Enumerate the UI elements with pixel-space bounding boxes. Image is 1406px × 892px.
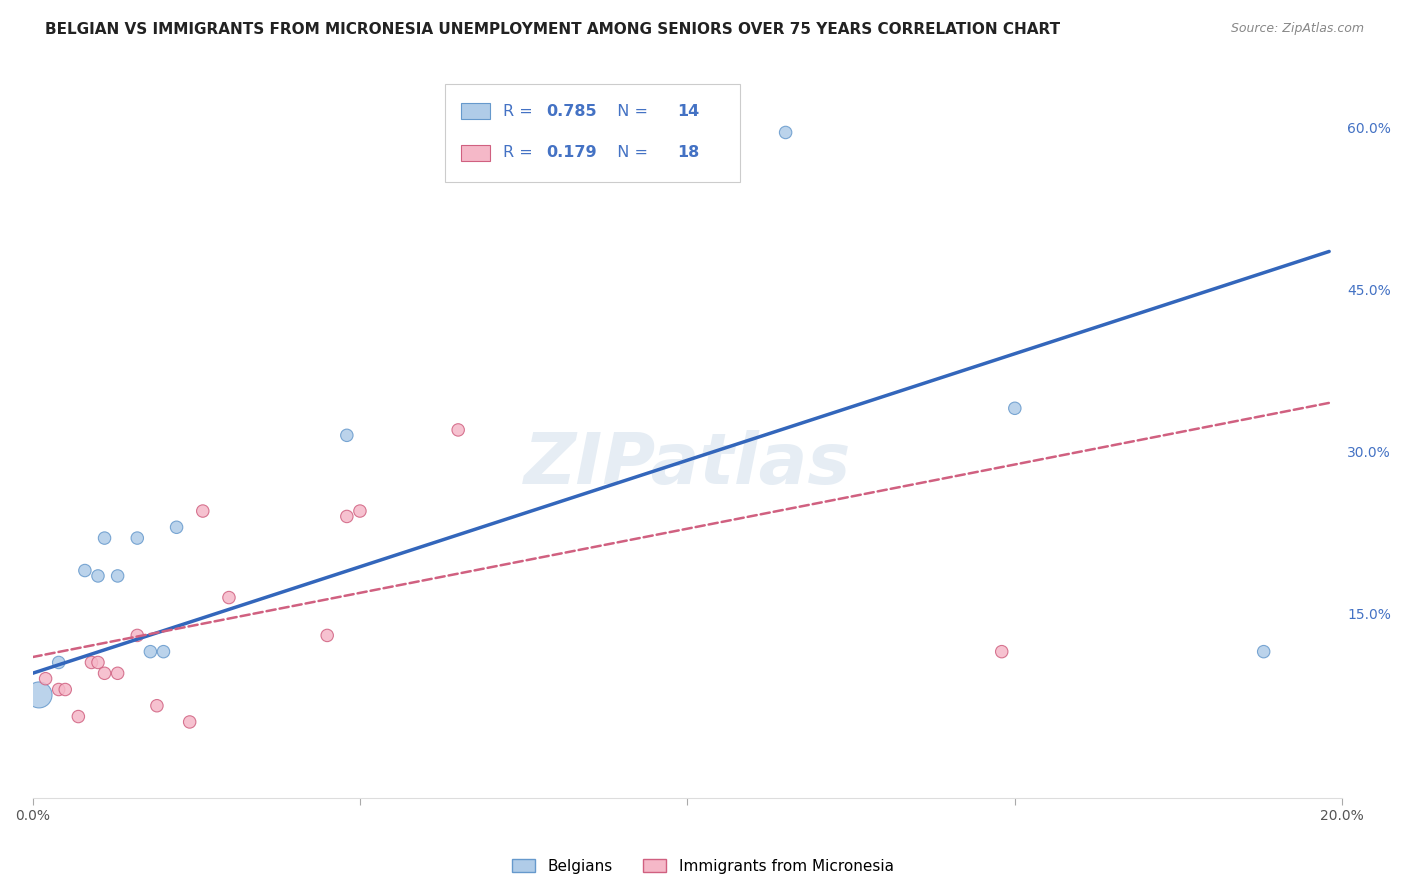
Point: [48, 656, 70, 670]
Point: [166, 520, 188, 534]
Text: Source: ZipAtlas.com: Source: ZipAtlas.com: [1230, 22, 1364, 36]
Point: [152, 645, 174, 659]
Point: [80, 656, 103, 670]
Point: [73, 564, 96, 578]
Legend: Belgians, Immigrants from Micronesia: Belgians, Immigrants from Micronesia: [506, 853, 900, 880]
Point: [336, 428, 359, 442]
Text: 14: 14: [676, 103, 699, 119]
Text: 18: 18: [676, 145, 699, 161]
Point: [67, 709, 90, 723]
Point: [146, 698, 169, 713]
Text: ZIPatlas: ZIPatlas: [523, 430, 851, 499]
Bar: [461, 103, 489, 120]
Point: [179, 714, 201, 729]
Point: [1253, 645, 1275, 659]
Point: [336, 509, 359, 524]
Point: [48, 682, 70, 697]
Point: [28, 688, 51, 702]
Point: [139, 645, 162, 659]
Point: [93, 666, 115, 681]
Point: [127, 628, 149, 642]
Point: [107, 666, 129, 681]
Text: 0.179: 0.179: [546, 145, 596, 161]
Point: [87, 569, 110, 583]
Point: [316, 628, 339, 642]
Text: 0.785: 0.785: [546, 103, 596, 119]
Point: [447, 423, 470, 437]
Point: [218, 591, 240, 605]
Point: [775, 126, 797, 140]
Point: [93, 531, 115, 545]
Point: [34, 672, 56, 686]
Point: [191, 504, 214, 518]
Point: [87, 656, 110, 670]
FancyBboxPatch shape: [446, 84, 740, 182]
Point: [349, 504, 371, 518]
Point: [53, 682, 76, 697]
Text: R =: R =: [503, 103, 537, 119]
Point: [127, 531, 149, 545]
Point: [107, 569, 129, 583]
Text: R =: R =: [503, 145, 537, 161]
Text: BELGIAN VS IMMIGRANTS FROM MICRONESIA UNEMPLOYMENT AMONG SENIORS OVER 75 YEARS C: BELGIAN VS IMMIGRANTS FROM MICRONESIA UN…: [45, 22, 1060, 37]
Point: [990, 645, 1012, 659]
Text: N =: N =: [607, 145, 654, 161]
Point: [1004, 401, 1026, 416]
Bar: [461, 145, 489, 161]
Text: N =: N =: [607, 103, 654, 119]
